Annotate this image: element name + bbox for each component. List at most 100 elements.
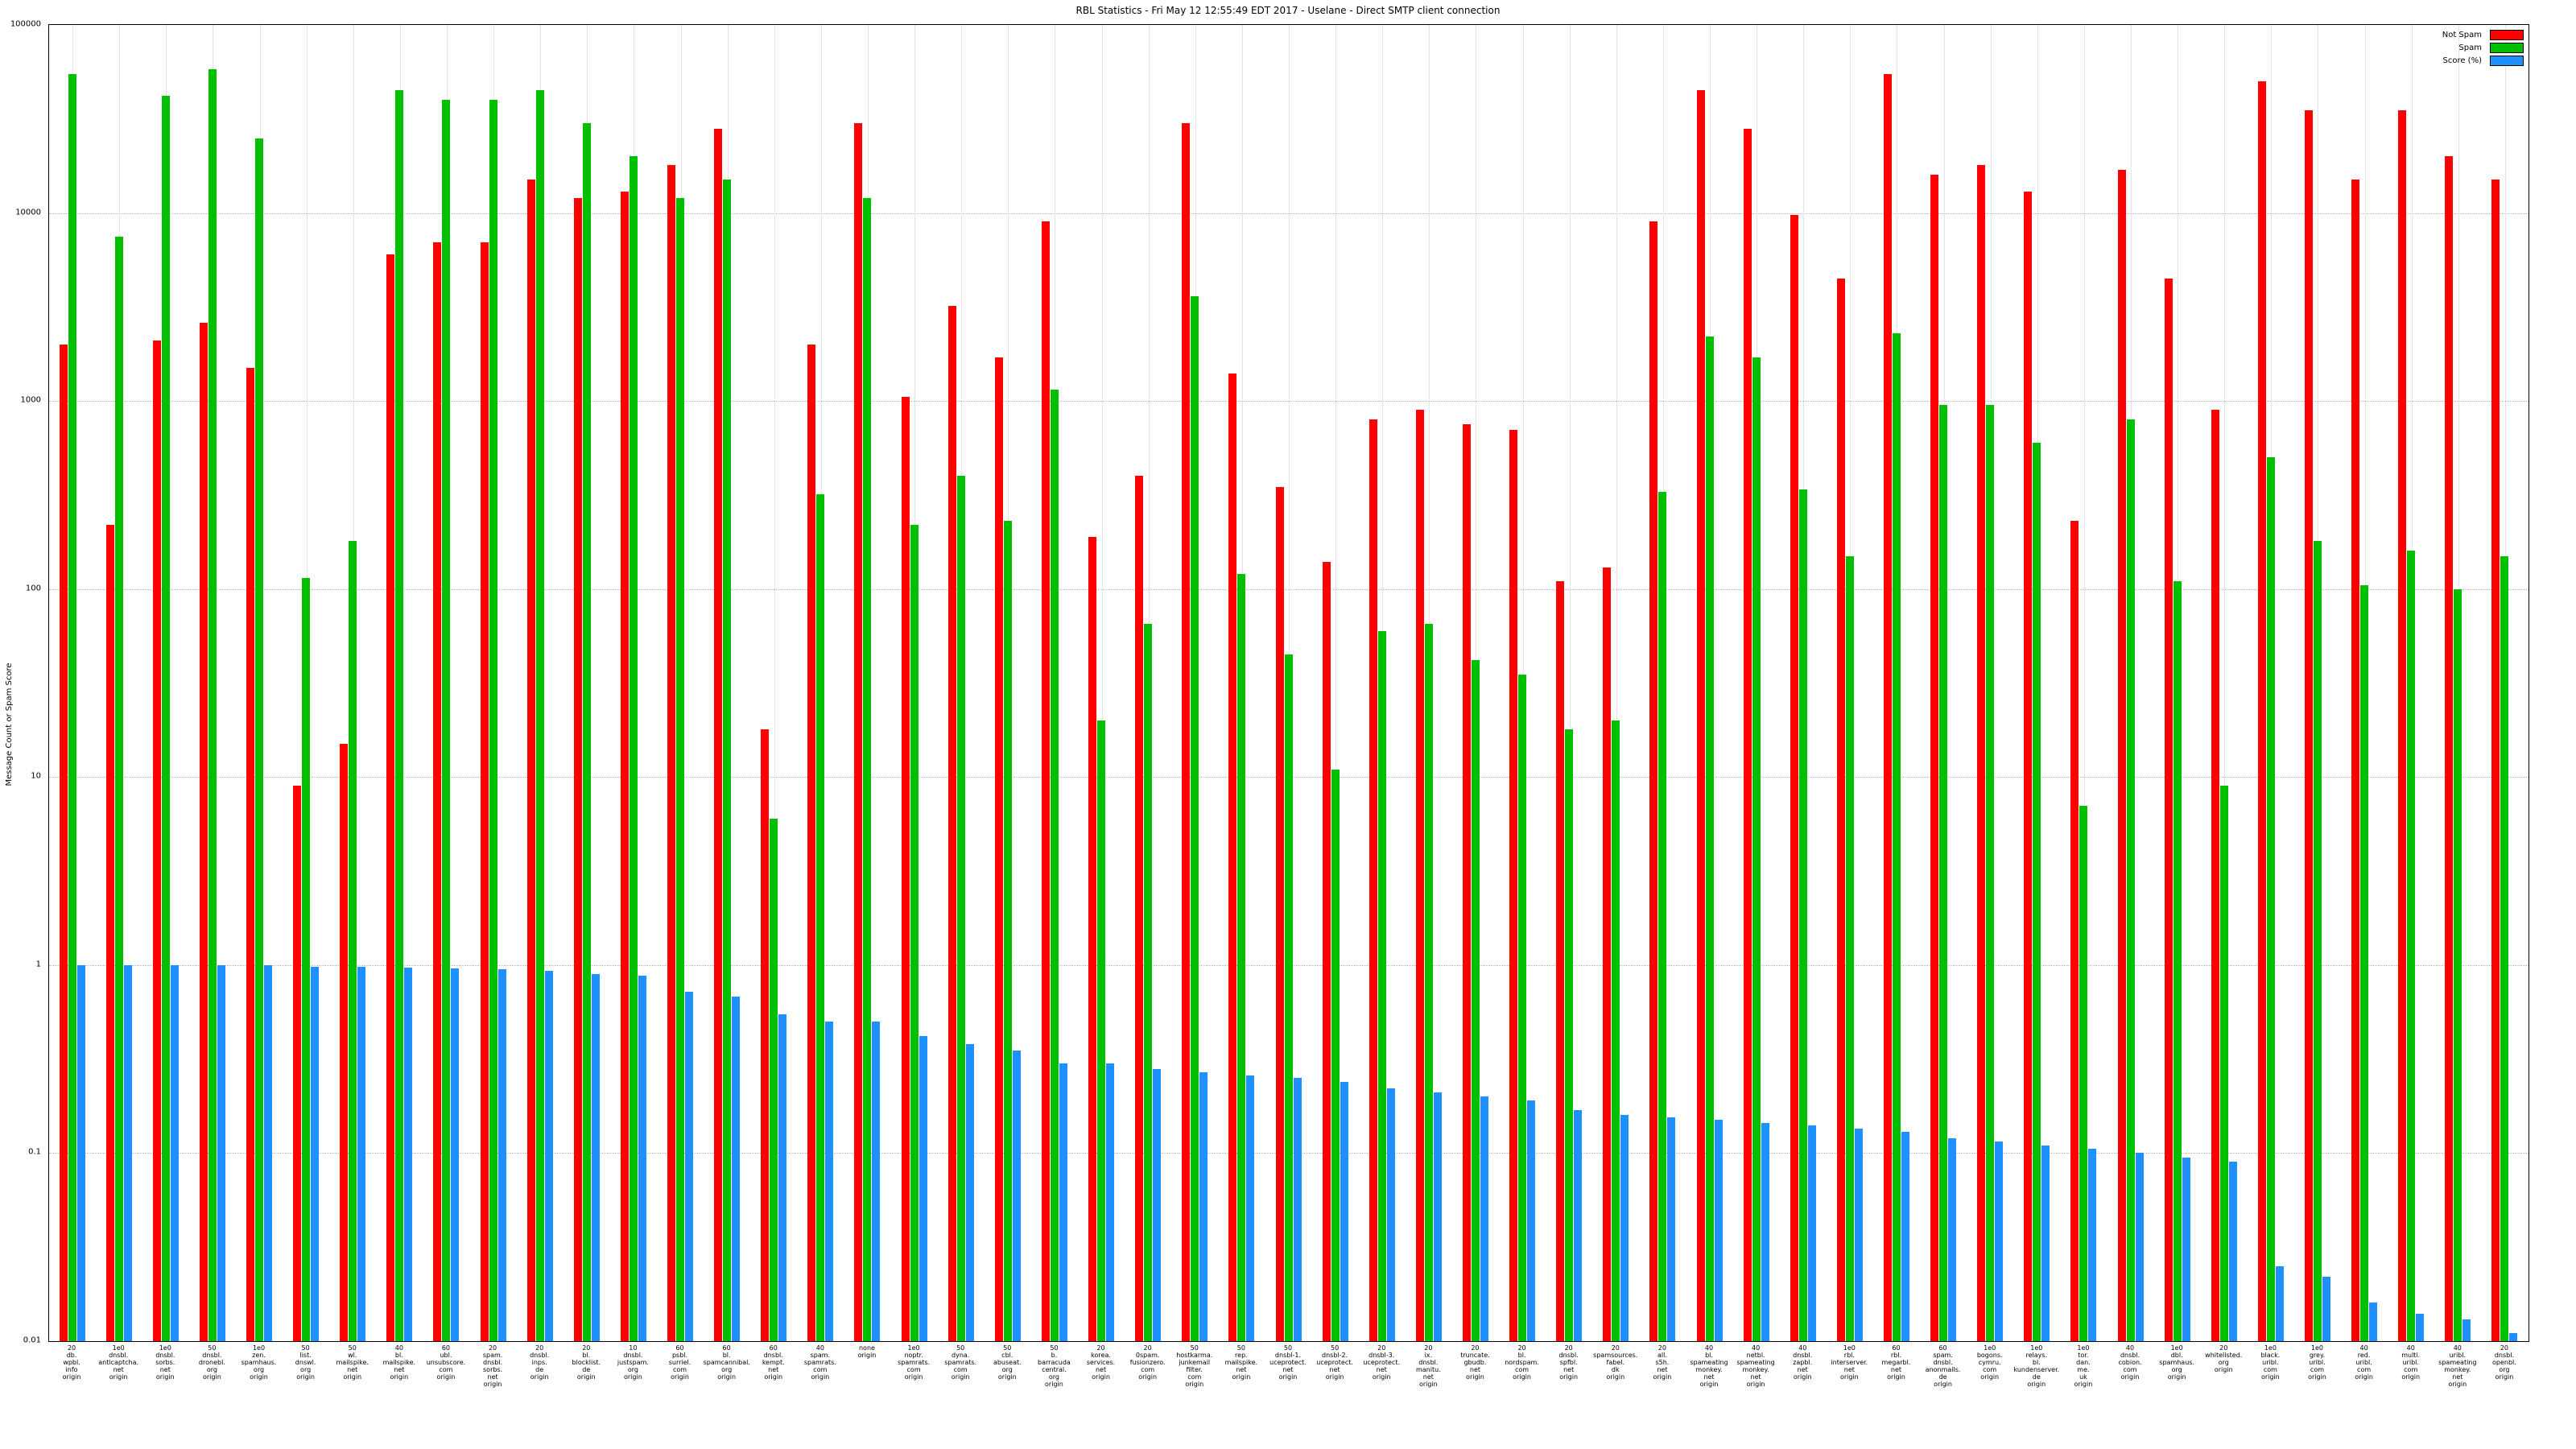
bar-not-spam [1182, 123, 1191, 1341]
bar-score- [1995, 1141, 2004, 1341]
bar-spam [2454, 588, 2462, 1341]
bar-score- [1106, 1063, 1115, 1341]
bar-score- [544, 971, 553, 1341]
x-tick-label: 50 rep. mailspike. net origin [1224, 1344, 1258, 1381]
bar-spam [1798, 489, 1807, 1341]
v-gridline [1335, 25, 1337, 1341]
x-tick-label: 50 wl. mailspike. net origin [336, 1344, 369, 1381]
x-tick-label: 40 bl. mailspike. net origin [382, 1344, 416, 1381]
x-tick-label: 20 dnsbl. openbl. org origin [2492, 1344, 2516, 1381]
bar-not-spam [573, 198, 582, 1341]
plot-area: Not Spam Spam Score (%) [48, 24, 2529, 1342]
bar-not-spam [526, 180, 535, 1341]
x-tick-label: 20 all. s5h. net origin [1653, 1344, 1672, 1381]
bar-score- [1199, 1071, 1208, 1341]
bar-score- [1293, 1078, 1302, 1341]
bar-spam [629, 156, 638, 1341]
bar-score- [217, 964, 225, 1341]
x-tick-label: 1e0 tor. dan. me. uk origin [2074, 1344, 2093, 1388]
bar-score- [1807, 1125, 1816, 1341]
bar-score- [311, 966, 320, 1341]
bar-score- [2369, 1302, 2378, 1341]
bar-spam [816, 493, 825, 1341]
x-tick-label: 1e0 noptr. spamrats. com origin [898, 1344, 931, 1381]
bar-score- [2041, 1145, 2050, 1341]
bar-spam [1377, 630, 1386, 1341]
bar-score- [1574, 1109, 1583, 1341]
bar-score- [497, 969, 506, 1341]
bar-not-spam [1743, 129, 1752, 1341]
bar-score- [123, 964, 132, 1341]
bar-spam [863, 198, 872, 1341]
bar-score- [2416, 1313, 2425, 1341]
bar-score- [825, 1022, 834, 1341]
y-tick-label: 1000 [20, 395, 41, 405]
bar-not-spam [1135, 476, 1144, 1341]
bar-spam [1003, 521, 1012, 1341]
bar-spam [489, 99, 497, 1341]
bar-not-spam [293, 785, 302, 1341]
bar-spam [2033, 442, 2041, 1341]
x-tick-label: 20 whitelisted. org origin [2205, 1344, 2243, 1373]
bar-not-spam [2024, 191, 2033, 1341]
bar-score- [685, 992, 694, 1341]
bar-score- [778, 1013, 787, 1341]
bar-score- [1901, 1131, 1909, 1341]
legend-row: Score (%) [2442, 56, 2524, 66]
bar-not-spam [854, 123, 863, 1341]
bar-score- [357, 966, 366, 1341]
x-tick-label: 20 0spam. fusionzero. com origin [1129, 1344, 1166, 1381]
x-tick-label: 40 bl. spameating monkey. net origin [1690, 1344, 1728, 1388]
x-tick-label: 40 netbl. spameating monkey. net origin [1736, 1344, 1775, 1388]
bar-not-spam [1462, 424, 1471, 1341]
bar-score- [2228, 1162, 2237, 1341]
x-tick-label: 1e0 black. uribl. com origin [2260, 1344, 2281, 1381]
x-axis-labels: 20 db. wpbl. info origin 1e0 dnsbl. antic… [48, 1344, 2528, 1445]
legend-label: Score (%) [2442, 56, 2483, 65]
bar-score- [1433, 1092, 1442, 1341]
bar-not-spam [433, 242, 442, 1341]
x-tick-label: 60 bl. spamcannibal. org origin [703, 1344, 750, 1381]
x-tick-label: 1e0 zen. spamhaus. org origin [241, 1344, 277, 1381]
bar-score- [1153, 1068, 1162, 1341]
bar-spam [1658, 491, 1667, 1341]
bar-score- [1480, 1096, 1488, 1341]
bar-spam [1565, 729, 1574, 1341]
x-tick-label: 40 uribl. spameating monkey. net origin [2438, 1344, 2477, 1388]
bar-score- [1012, 1051, 1021, 1341]
bar-score- [2322, 1277, 2330, 1341]
legend-swatch [2490, 43, 2524, 53]
bar-not-spam [1322, 561, 1331, 1341]
bar-score- [170, 964, 179, 1341]
bar-not-spam [2398, 110, 2407, 1341]
bar-not-spam [807, 344, 816, 1341]
x-tick-label: 1e0 grey. uribl. com origin [2308, 1344, 2326, 1381]
bar-not-spam [199, 323, 208, 1341]
x-tick-label: 60 dnsbl. kempt. net origin [762, 1344, 785, 1381]
bar-score- [1059, 1063, 1067, 1341]
bar-spam [2500, 555, 2509, 1341]
bar-score- [1761, 1122, 1769, 1341]
legend-row: Spam [2442, 43, 2524, 53]
bar-score- [1667, 1117, 1676, 1341]
bar-score- [2135, 1153, 2144, 1341]
x-tick-label: 50 dnsbl. dronebl. org origin [198, 1344, 225, 1381]
bar-not-spam [1603, 568, 1612, 1341]
bar-not-spam [947, 306, 956, 1341]
x-tick-label: 50 dnsbl-2. uceprotect. net origin [1316, 1344, 1353, 1381]
bar-score- [1340, 1081, 1348, 1341]
x-tick-label: 50 hostkarma. junkemail filter. com orig… [1176, 1344, 1213, 1388]
bar-spam [2360, 584, 2369, 1341]
bar-spam [1752, 357, 1761, 1341]
bar-not-spam [2117, 169, 2126, 1341]
bar-spam [1705, 336, 1714, 1341]
bar-spam [1097, 720, 1106, 1341]
x-tick-label: 1e0 dnsbl. sorbs. net origin [155, 1344, 175, 1381]
legend-row: Not Spam [2442, 30, 2524, 40]
chart-title: RBL Statistics - Fri May 12 12:55:49 EDT… [1075, 5, 1501, 16]
bar-not-spam [480, 242, 489, 1341]
bar-spam [2079, 806, 2088, 1341]
bar-spam [395, 89, 404, 1341]
bar-spam [1471, 659, 1480, 1341]
bar-spam [114, 236, 123, 1341]
